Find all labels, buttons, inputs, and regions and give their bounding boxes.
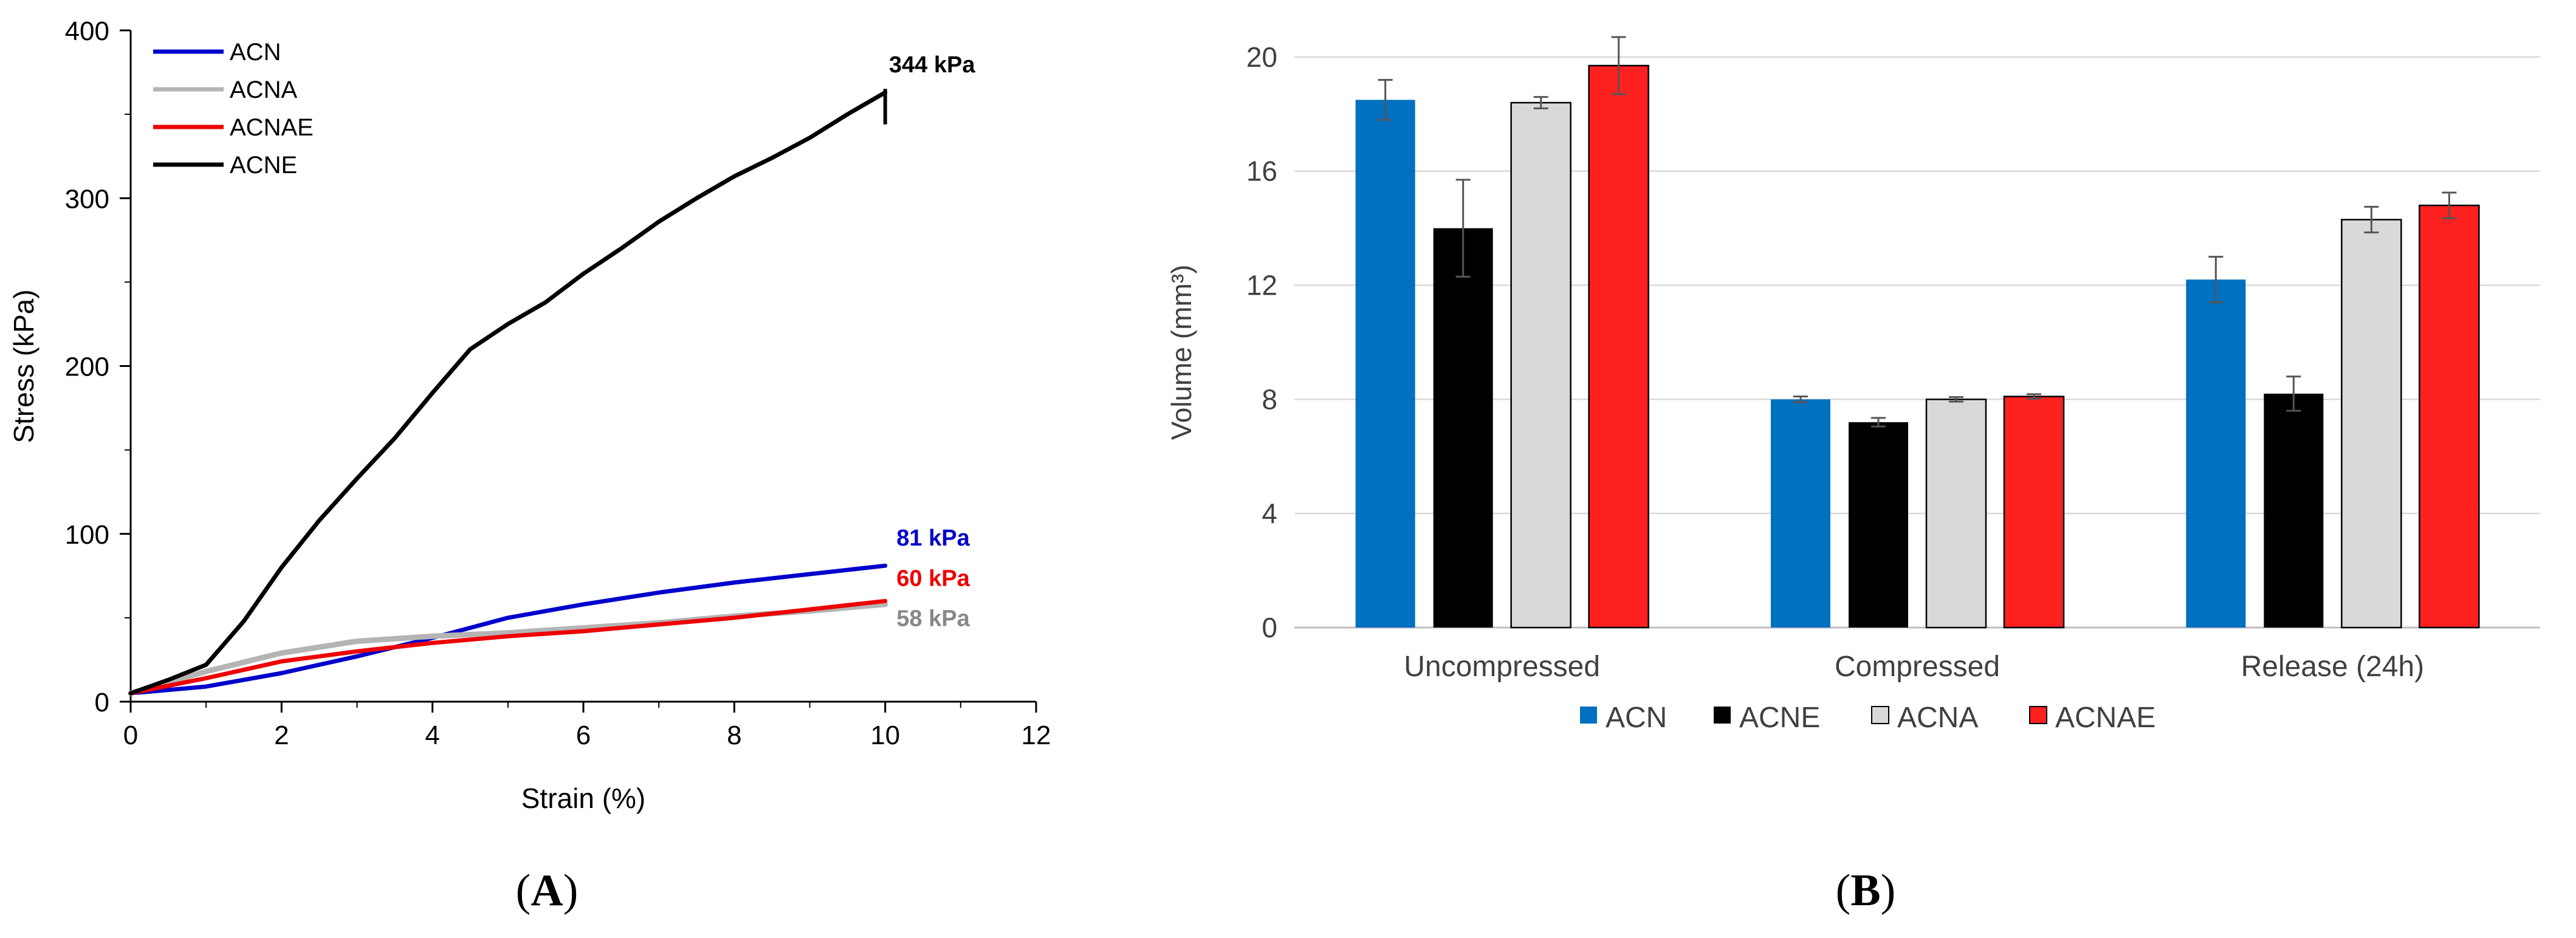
panel-b-legend-swatch-acn <box>1580 707 1597 724</box>
panel-a-max-stress-label: 81 kPa <box>896 525 970 551</box>
panel-b-legend-swatch-acnae <box>2029 706 2047 724</box>
panel-a-series-line-acnae <box>128 598 888 696</box>
panel-a-legend-label-acna: ACNA <box>230 77 297 103</box>
panel-b-bar-acna <box>1510 101 1571 629</box>
panel-a-series-line-acn <box>128 563 888 696</box>
panel-a-max-stress-label: 344 kPa <box>889 52 975 78</box>
panel-b-y-tick-label: 4 <box>1262 498 1277 529</box>
panel-b-y-axis-label: Volume (mm³) <box>1166 265 1197 440</box>
panel-a-legend-label-acne: ACNE <box>230 152 297 179</box>
panel-a-legend-label-acn: ACN <box>230 39 281 66</box>
panel-b-y-tick-label: 16 <box>1246 156 1277 187</box>
panel-b-bar-acna <box>1925 399 1987 629</box>
panel-b-bars-group <box>1355 36 2480 629</box>
panel-b-y-tick-label: 0 <box>1262 612 1277 643</box>
panel-b-bar-acne <box>1849 422 1908 628</box>
panel-b-y-tick-label: 12 <box>1246 270 1277 301</box>
panel-a-x-tick-label: 4 <box>425 721 439 750</box>
panel-a-label-letter: A <box>531 866 563 916</box>
panel-b-bar-acne <box>1433 228 1493 628</box>
panel-a-x-tick-label: 8 <box>727 721 741 750</box>
panel-a-legend: ACN ACNA ACNAE ACNE <box>153 39 314 179</box>
panel-a-label: (A) <box>516 866 579 916</box>
panel-b-legend-label-acn: ACN <box>1606 702 1667 734</box>
panel-b-bar-acna <box>2341 219 2402 629</box>
panel-a-x-tick-label: 6 <box>576 721 591 750</box>
panel-a-ticks: 0 2 4 6 8 10 12 0 100 200 300 400 <box>65 16 1051 750</box>
panel-b-legend: ACN ACNE ACNA ACNAE <box>1580 702 2155 734</box>
panel-a-x-tick-label: 0 <box>123 721 138 750</box>
panel-a-x-tick-label: 10 <box>870 721 900 750</box>
panel-a-y-tick-label: 0 <box>95 688 109 717</box>
panel-a-line-chart: 0 2 4 6 8 10 12 0 100 200 300 400 344 kPa 81 kPa 60 k… <box>8 16 1051 916</box>
panel-b-bar-acnae <box>1588 64 1649 629</box>
panel-b-category-labels: Uncompressed Compressed Release (24h) <box>1404 651 2424 683</box>
panel-b-category-label: Compressed <box>1835 651 2000 683</box>
panel-b-gridlines: 0 4 8 12 16 20 <box>1246 41 2540 643</box>
panel-b-bar-acne <box>2264 393 2324 628</box>
panel-a-x-tick-label: 12 <box>1022 721 1051 750</box>
panel-b-y-tick-label: 8 <box>1262 383 1277 415</box>
panel-b-legend-swatch-acna <box>1871 706 1889 724</box>
panel-b-bar-acn <box>2186 279 2246 628</box>
panel-b-bar-acn <box>1355 100 1415 628</box>
panel-b-bar-chart: 0 4 8 12 16 20 Uncompressed Compressed Release … <box>1166 36 2540 916</box>
panel-b-legend-label-acne: ACNE <box>1739 702 1820 734</box>
panel-a-legend-label-acnae: ACNAE <box>230 114 314 141</box>
panel-b-bar-acnae <box>2003 395 2065 629</box>
panel-b-legend-label-acnae: ACNAE <box>2055 702 2155 734</box>
panel-b-bar-acn <box>1771 399 1830 628</box>
panel-a-y-tick-label: 200 <box>65 352 109 382</box>
panel-a-y-tick-label: 100 <box>65 520 109 550</box>
panel-a-y-tick-label: 400 <box>65 16 109 46</box>
panel-b-label-letter: B <box>1850 866 1880 916</box>
panel-b-category-label: Release (24h) <box>2241 651 2425 683</box>
panel-a-x-axis-label: Strain (%) <box>521 782 645 814</box>
panel-a-max-stress-label: 60 kPa <box>896 566 970 591</box>
panel-b-legend-label-acna: ACNA <box>1897 702 1978 734</box>
panel-b-y-tick-label: 20 <box>1246 41 1277 73</box>
panel-a-y-axis-label: Stress (kPa) <box>8 289 39 443</box>
panel-a-y-tick-label: 300 <box>65 184 109 214</box>
panel-a-annotations: 344 kPa 81 kPa 60 kPa 58 kPa <box>889 52 975 632</box>
panel-a-series-line-acne <box>128 90 888 696</box>
panel-b-legend-swatch-acne <box>1714 707 1731 724</box>
panel-b-category-label: Uncompressed <box>1404 651 1600 683</box>
panel-b-bar-acnae <box>2419 204 2480 629</box>
panel-a-x-tick-label: 2 <box>274 721 289 750</box>
panel-a-series-group <box>128 89 888 696</box>
panel-a-max-stress-label: 58 kPa <box>896 606 970 632</box>
panel-b-label: (B) <box>1836 866 1896 916</box>
